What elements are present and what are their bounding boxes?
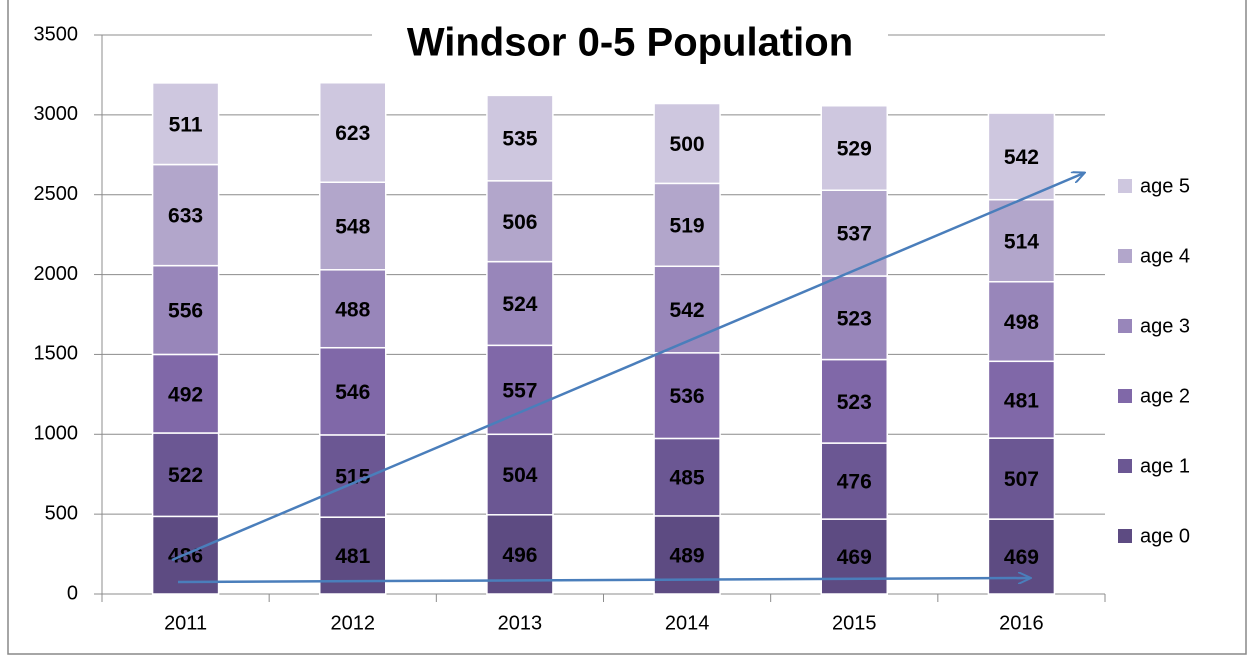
- data-label: 485: [670, 467, 705, 490]
- y-tick-label: 3000: [34, 103, 79, 125]
- x-tick-label: 2016: [999, 612, 1044, 634]
- bar-segment: [820, 442, 888, 520]
- data-label: 511: [169, 113, 203, 136]
- y-tick-label: 0: [67, 582, 78, 604]
- x-tick-label: 2012: [331, 612, 376, 634]
- y-tick-label: 500: [45, 502, 78, 524]
- trend-arrow: [177, 578, 1030, 582]
- data-label: 514: [1004, 230, 1039, 253]
- data-label: 476: [837, 471, 872, 494]
- x-tick-label: 2011: [164, 612, 207, 634]
- legend-swatch: [1118, 179, 1132, 193]
- legend-label: age 2: [1140, 385, 1190, 407]
- y-tick-label: 3500: [34, 23, 79, 45]
- data-label: 504: [502, 464, 537, 487]
- data-label: 489: [670, 544, 705, 567]
- data-label: 523: [837, 391, 872, 414]
- legend-swatch: [1118, 459, 1132, 473]
- data-label: 481: [335, 545, 370, 568]
- chart-title: Windsor 0-5 Population: [407, 21, 853, 65]
- bar-segment: [987, 112, 1056, 201]
- data-label: 557: [502, 379, 537, 402]
- legend-label: age 3: [1140, 315, 1190, 337]
- data-label: 536: [670, 385, 705, 408]
- bar-segment: [820, 518, 888, 595]
- bar-segment: [486, 180, 554, 263]
- data-label: 529: [837, 138, 872, 161]
- bar-segment: [319, 434, 387, 518]
- bar-segment: [653, 182, 721, 268]
- data-label: 498: [1004, 311, 1039, 334]
- data-label: 506: [502, 211, 537, 234]
- bar-segment: [987, 198, 1056, 283]
- data-label: 556: [168, 300, 203, 323]
- bar-segment: [151, 82, 220, 166]
- bar-segment: [319, 346, 387, 436]
- data-label: 548: [335, 216, 370, 239]
- bar-segment: [653, 352, 721, 440]
- bar-segment: [653, 102, 721, 185]
- data-label: 542: [670, 299, 705, 322]
- bar-segment: [486, 433, 554, 516]
- data-label: 535: [502, 128, 537, 151]
- legend-label: age 4: [1140, 245, 1190, 267]
- x-tick-label: 2014: [665, 612, 710, 634]
- data-label: 523: [837, 307, 872, 330]
- data-label: 481: [1004, 389, 1039, 412]
- bar-segment: [151, 353, 220, 434]
- bar-segment: [820, 275, 888, 361]
- bar-segment: [820, 358, 888, 444]
- data-label: 519: [670, 214, 705, 237]
- bars: 2011486522492556633511201248151554648854…: [151, 82, 1190, 634]
- bar-segment: [151, 163, 220, 267]
- data-label: 623: [335, 122, 370, 145]
- bar-segment: [653, 437, 721, 517]
- data-label: 492: [168, 383, 203, 406]
- bar-segment: [987, 281, 1056, 363]
- data-label: 500: [670, 133, 705, 156]
- data-label: 633: [168, 205, 203, 228]
- data-label: 469: [1004, 546, 1039, 569]
- bar-segment: [151, 264, 220, 356]
- data-label: 522: [168, 464, 203, 487]
- data-label: 537: [837, 223, 872, 246]
- legend-swatch: [1118, 319, 1132, 333]
- y-tick-label: 2000: [34, 263, 79, 285]
- bar-segment: [486, 94, 554, 182]
- legend-label: age 0: [1140, 525, 1190, 547]
- bar-segment: [820, 105, 888, 191]
- legend-swatch: [1118, 389, 1132, 403]
- x-tick-label: 2013: [498, 612, 543, 634]
- y-tick-label: 2500: [34, 183, 79, 205]
- legend-label: age 1: [1140, 455, 1190, 477]
- title-background: [372, 14, 888, 74]
- trend-arrow: [171, 173, 1084, 562]
- bar-segment: [151, 432, 220, 518]
- legend-swatch: [1118, 249, 1132, 263]
- legend-swatch: [1118, 529, 1132, 543]
- y-tick-label: 1500: [34, 343, 79, 365]
- data-label: 507: [1004, 468, 1039, 491]
- data-label: 546: [335, 381, 370, 404]
- y-tick-label: 1000: [34, 423, 79, 445]
- data-label: 488: [335, 298, 370, 321]
- x-tick-label: 2015: [832, 612, 877, 634]
- data-label: 524: [502, 293, 537, 316]
- legend-label: age 5: [1140, 175, 1190, 197]
- bar-segment: [653, 515, 721, 595]
- bar-segment: [319, 82, 387, 184]
- data-label: 515: [335, 466, 370, 489]
- bar-segment: [486, 260, 554, 347]
- bar-segment: [319, 181, 387, 271]
- data-label: 542: [1004, 146, 1039, 169]
- data-label: 496: [502, 544, 537, 567]
- data-label: 469: [837, 546, 872, 569]
